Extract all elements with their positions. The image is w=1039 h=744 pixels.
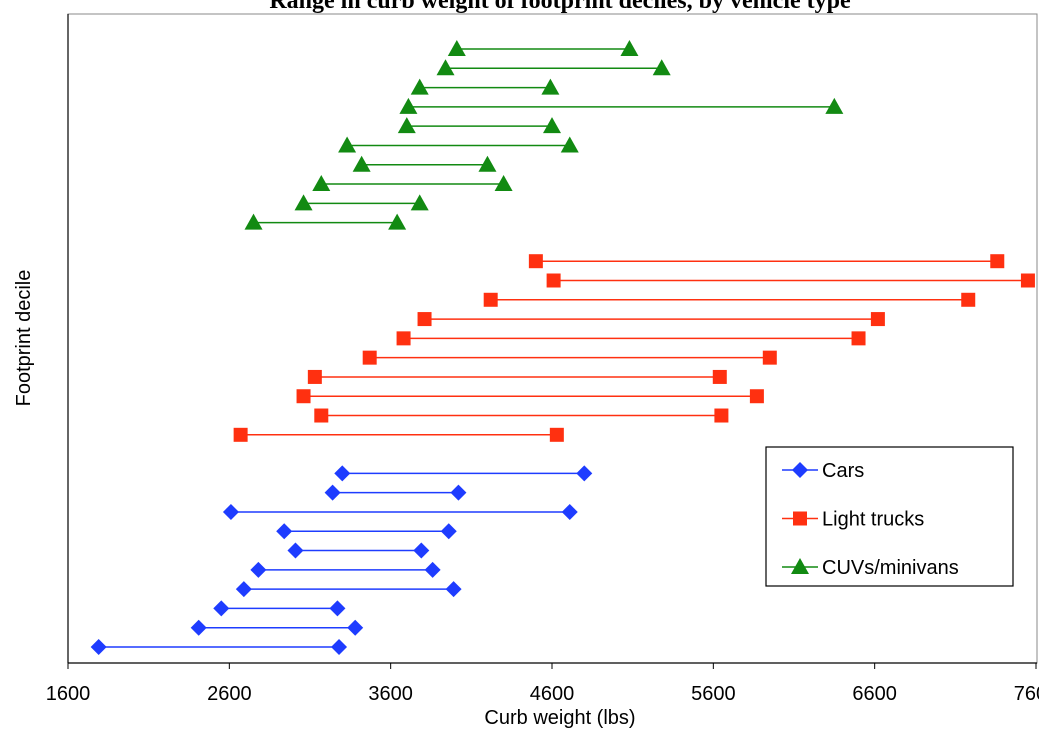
- range-high-marker: [445, 581, 462, 598]
- range-high-marker: [440, 523, 457, 540]
- range-high-marker: [762, 350, 777, 365]
- range-low-marker: [287, 542, 304, 559]
- range-low-marker: [410, 78, 429, 95]
- range-high-marker: [424, 561, 441, 578]
- range-low-marker: [436, 59, 455, 76]
- range-low-marker: [546, 273, 561, 288]
- range-low-marker: [276, 523, 293, 540]
- legend-label: CUVs/minivans: [822, 557, 959, 579]
- range-high-marker: [478, 155, 497, 172]
- range-high-marker: [541, 78, 560, 95]
- range-low-marker: [222, 503, 239, 520]
- chart-title: Range in curb weight of footprint decile…: [269, 0, 851, 14]
- range-low-marker: [235, 581, 252, 598]
- range-low-marker: [447, 40, 466, 57]
- range-low-marker: [362, 350, 377, 365]
- range-low-marker: [250, 561, 267, 578]
- range-high-marker: [543, 117, 561, 134]
- range-low-marker: [244, 213, 263, 230]
- range-high-marker: [990, 254, 1005, 269]
- legend-label: Cars: [822, 460, 864, 482]
- range-low-marker: [312, 175, 331, 192]
- x-tick-label: 7600: [1014, 683, 1039, 705]
- range-high-marker: [347, 619, 364, 636]
- range-high-marker: [652, 59, 671, 76]
- range-high-marker: [961, 292, 976, 307]
- range-high-marker: [1020, 273, 1035, 288]
- y-axis-label: Footprint decile: [13, 270, 35, 407]
- legend-label: Light trucks: [822, 509, 924, 531]
- range-high-marker: [870, 312, 885, 327]
- range-low-marker: [296, 389, 311, 404]
- range-low-marker: [397, 117, 416, 134]
- range-low-marker: [396, 331, 411, 346]
- legend-marker: [792, 462, 808, 478]
- range-high-marker: [851, 331, 866, 346]
- range-high-marker: [549, 427, 564, 442]
- x-tick-label: 6600: [852, 683, 897, 705]
- range-low-marker: [338, 136, 357, 153]
- range-low-marker: [399, 97, 418, 114]
- range-low-marker: [417, 312, 432, 327]
- legend-marker: [791, 558, 809, 574]
- range-high-marker: [714, 408, 729, 423]
- range-low-marker: [324, 484, 341, 501]
- range-high-marker: [749, 389, 764, 404]
- range-high-marker: [329, 600, 346, 617]
- range-low-marker: [233, 427, 248, 442]
- range-low-marker: [528, 254, 543, 269]
- range-high-marker: [825, 97, 844, 114]
- range-high-marker: [712, 369, 727, 384]
- x-tick-label: 3600: [368, 683, 413, 705]
- range-high-marker: [620, 40, 639, 57]
- range-low-marker: [334, 465, 351, 482]
- range-low-marker: [352, 155, 371, 172]
- legend-marker: [793, 511, 807, 526]
- range-high-marker: [561, 503, 578, 520]
- x-tick-label: 2600: [207, 683, 252, 705]
- range-low-marker: [190, 619, 207, 636]
- range-high-marker: [388, 213, 407, 230]
- range-high-marker: [560, 136, 579, 153]
- range-low-marker: [483, 292, 498, 307]
- range-high-marker: [494, 175, 513, 192]
- x-tick-label: 5600: [691, 683, 736, 705]
- range-high-marker: [450, 484, 467, 501]
- range-low-marker: [213, 600, 230, 617]
- range-low-marker: [294, 194, 313, 211]
- range-high-marker: [410, 194, 429, 211]
- x-axis-label: Curb weight (lbs): [484, 707, 635, 729]
- range-low-marker: [90, 639, 107, 655]
- x-tick-label: 1600: [46, 683, 91, 705]
- range-high-marker: [413, 542, 430, 559]
- range-high-marker: [331, 639, 348, 655]
- range-low-marker: [307, 369, 322, 384]
- range-low-marker: [314, 408, 329, 423]
- range-high-marker: [576, 465, 593, 482]
- x-tick-label: 4600: [530, 683, 575, 705]
